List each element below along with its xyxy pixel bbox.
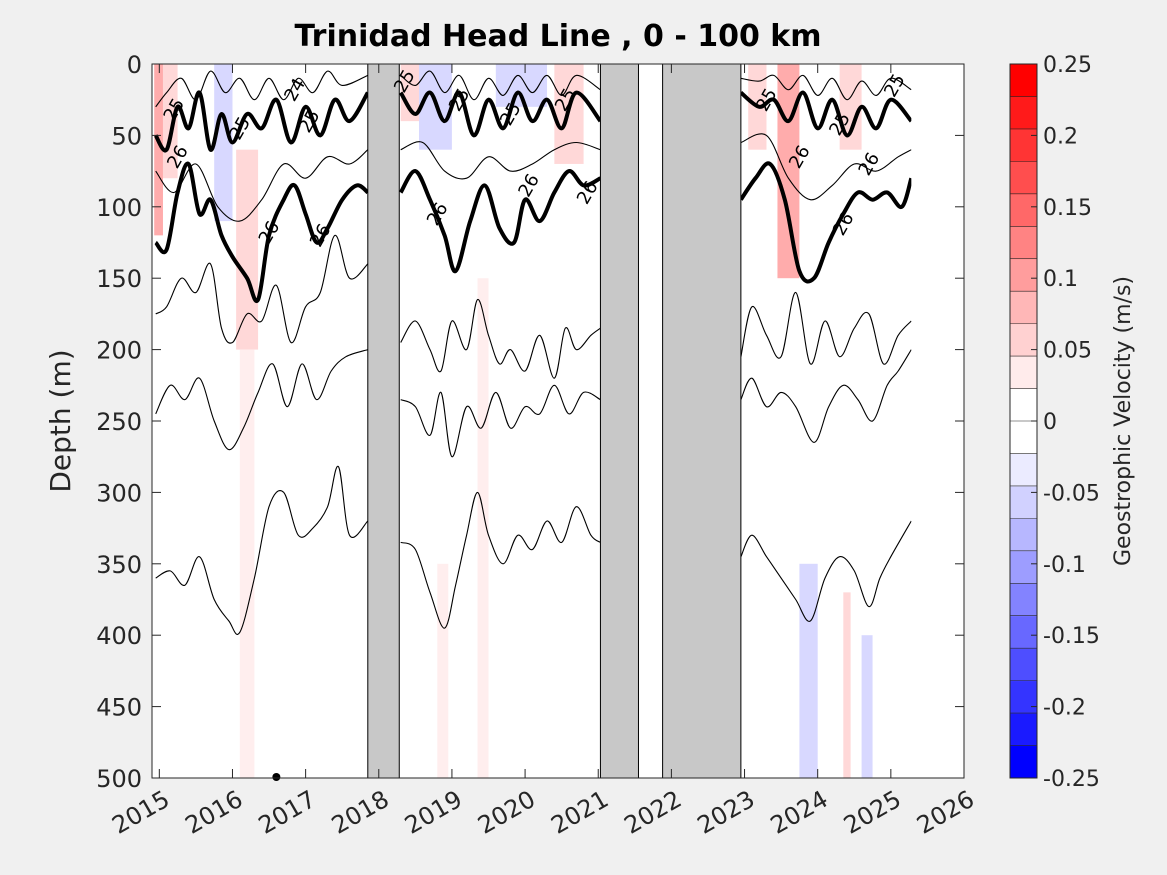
y-tick-label-10: 500 xyxy=(96,765,142,793)
marker-0 xyxy=(272,773,281,781)
colorbar-tick-label-6: -0.05 xyxy=(1043,481,1100,506)
velocity-patch-6 xyxy=(272,64,295,150)
colorbar-swatch-9 xyxy=(1010,453,1037,487)
velocity-patch-23 xyxy=(839,64,862,150)
colorbar-swatch-20 xyxy=(1010,96,1037,130)
velocity-patch-0 xyxy=(154,64,163,236)
velocity-patch-3 xyxy=(214,64,233,222)
y-tick-label-6: 300 xyxy=(96,479,142,507)
contour-2-segment-2 xyxy=(740,133,912,201)
colorbar-swatch-5 xyxy=(1010,583,1037,617)
contour-5-segment-2 xyxy=(740,520,912,622)
velocity-patch-7 xyxy=(320,64,361,122)
colorbar-tick-label-7: -0.1 xyxy=(1043,553,1086,578)
velocity-patch-9 xyxy=(221,606,229,778)
y-tick-label-8: 400 xyxy=(96,622,142,650)
colorbar-swatch-17 xyxy=(1010,193,1037,227)
contour-3-segment-0 xyxy=(155,234,369,344)
velocity-patch-8 xyxy=(155,406,163,778)
velocity-patch-5 xyxy=(239,349,255,778)
colorbar-tick-label-9: -0.2 xyxy=(1043,696,1086,721)
y-axis-label: Depth (m) xyxy=(44,349,77,492)
contour-3-segment-1 xyxy=(400,299,601,379)
y-axis: 0 50 100 150 200 250 300 350 400 450 500 xyxy=(96,51,964,793)
velocity-patch-28 xyxy=(861,635,873,778)
colorbar-tick-label-4: 0.05 xyxy=(1043,339,1092,364)
colorbar-swatch-13 xyxy=(1010,323,1037,357)
contour-2-segment-1 xyxy=(400,141,601,180)
velocity-patch-18 xyxy=(503,535,522,778)
contour-4-segment-2 xyxy=(740,349,912,443)
colorbar: 0.25 0.2 0.15 0.1 0.05 0 -0.05 -0.1 -0.15 -0.2 -0.… xyxy=(1009,53,1100,792)
density-contours xyxy=(153,70,914,635)
colorbar-tick-label-10: -0.25 xyxy=(1043,767,1100,792)
colorbar-tick-label-1: 0.2 xyxy=(1043,124,1078,149)
contour-6-segment-1 xyxy=(400,70,601,101)
velocity-patch-17 xyxy=(437,563,449,778)
contour-1-segment-1 xyxy=(398,169,602,274)
y-tick-label-2: 100 xyxy=(96,194,142,222)
colorbar-swatch-15 xyxy=(1010,258,1037,292)
colorbar-swatch-16 xyxy=(1010,226,1037,260)
colorbar-swatch-10 xyxy=(1010,421,1037,454)
y-tick-label-0: 0 xyxy=(127,51,142,79)
chart-title: Trinidad Head Line , 0 - 100 km xyxy=(294,19,821,54)
contour-3-segment-2 xyxy=(740,291,912,365)
colorbar-swatch-4 xyxy=(1010,615,1037,649)
velocity-patch-27 xyxy=(843,592,851,778)
y-tick-label-5: 250 xyxy=(96,408,142,436)
colorbar-swatch-18 xyxy=(1010,161,1037,195)
y-tick-label-3: 150 xyxy=(96,265,142,293)
contour-0-segment-2 xyxy=(739,90,913,138)
colorbar-tick-label-5: 0 xyxy=(1043,410,1057,435)
velocity-patch-4 xyxy=(236,149,259,350)
data-gap-0 xyxy=(367,63,400,779)
velocity-patch-11 xyxy=(400,64,420,122)
colorbar-swatch-19 xyxy=(1010,128,1037,162)
contour-5-segment-1 xyxy=(400,491,601,629)
contour-6-segment-0 xyxy=(155,70,369,108)
contour-4-segment-1 xyxy=(400,384,601,458)
data-gap-1 xyxy=(599,63,639,779)
colorbar-swatch-0 xyxy=(1010,745,1037,779)
colorbar-swatch-11 xyxy=(1010,388,1037,422)
contour-5-segment-0 xyxy=(155,466,369,635)
velocity-patch-26 xyxy=(799,563,818,778)
data-gap-2 xyxy=(662,63,742,779)
contour-4-segment-0 xyxy=(155,349,368,451)
contour-6-segment-2 xyxy=(740,74,912,101)
colorbar-swatch-3 xyxy=(1010,648,1037,682)
contour-2-segment-0 xyxy=(155,149,369,222)
colorbar-title: Geostrophic Velocity (m/s) xyxy=(1111,276,1136,566)
markers xyxy=(272,773,281,781)
colorbar-swatch-2 xyxy=(1010,680,1037,714)
y-tick-label-7: 350 xyxy=(96,551,142,579)
colorbar-swatch-1 xyxy=(1010,713,1037,747)
plot-background xyxy=(152,64,964,778)
colorbar-swatch-7 xyxy=(1010,518,1037,552)
colorbar-swatch-6 xyxy=(1010,550,1037,584)
colorbar-swatch-21 xyxy=(1010,64,1037,97)
colorbar-swatch-12 xyxy=(1010,356,1037,390)
colorbar-tick-label-2: 0.15 xyxy=(1043,196,1092,221)
contour-1-segment-0 xyxy=(154,161,370,304)
contour-1-segment-2 xyxy=(739,161,914,284)
velocity-patch-10 xyxy=(283,692,291,778)
colorbar-tick-label-8: -0.15 xyxy=(1043,624,1100,649)
velocity-patch-16 xyxy=(477,278,489,778)
colorbar-tick-label-0: 0.25 xyxy=(1043,53,1092,78)
y-tick-label-4: 200 xyxy=(96,337,142,365)
velocity-patch-19 xyxy=(565,635,580,778)
colorbar-swatch-8 xyxy=(1010,485,1037,519)
contour-0-segment-0 xyxy=(153,90,370,153)
y-tick-label-9: 450 xyxy=(96,694,142,722)
colorbar-tick-label-3: 0.1 xyxy=(1043,267,1078,292)
contour-0-segment-1 xyxy=(398,90,603,138)
y-tick-label-1: 50 xyxy=(111,122,142,150)
colorbar-swatch-14 xyxy=(1010,291,1037,325)
